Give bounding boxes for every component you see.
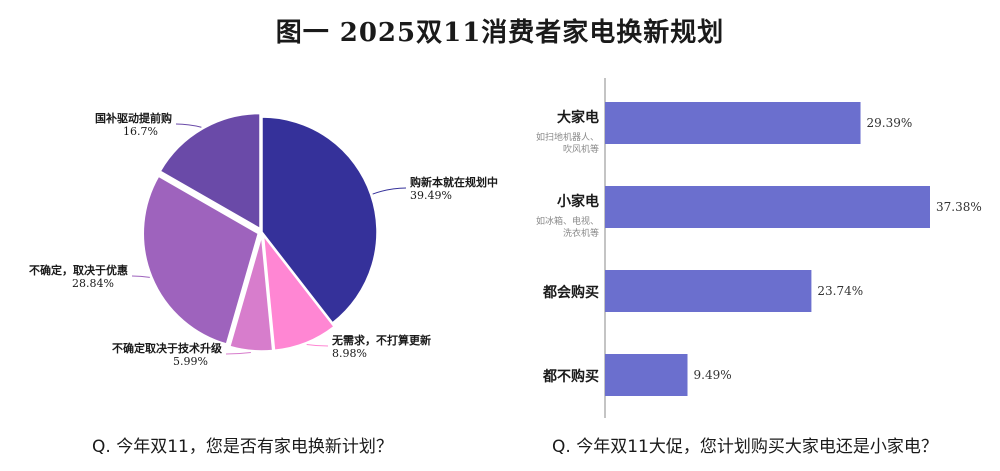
pie-question: Q. 今年双11，您是否有家电换新计划？ [92,437,393,457]
pie-slice-value: 16.7% [123,125,158,138]
pie-leader-line [306,343,329,347]
bar [605,186,930,228]
pie-leader-line [225,351,251,355]
bar-question: Q. 今年双11大促，您计划购买大家电还是小家电？ [552,437,938,457]
bar-value-label: 37.38% [936,200,982,214]
pie-leader-line [372,187,407,195]
pie-slice-label: 不确定取决于技术升级 [112,341,223,355]
category-sublabel: 洗衣机等 [563,227,599,239]
category-label: 都不购买 [542,368,599,385]
pie-slice-label: 国补驱动提前购 [95,111,172,125]
pie-slice-value: 28.84% [72,277,114,290]
category-label: 都会购买 [542,284,599,301]
pie-slice [159,112,261,230]
pie-slice [261,116,378,324]
pie-slice-value: 39.49% [410,189,452,202]
category-sublabel: 如扫地机器人、 [536,131,599,143]
pie-slice-value: 5.99% [173,355,208,368]
bar-value-label: 29.39% [867,116,913,130]
pie-slice [228,235,274,352]
category-label: 大家电 [557,109,599,126]
pie-leader-line [131,275,150,278]
category-sublabel: 如冰箱、电视、 [536,215,599,227]
category-label: 小家电 [557,193,599,210]
pie-slice [142,175,260,345]
page-title: 图一 2025双11消费者家电换新规划 [275,18,725,48]
pie-slice-label: 不确定，取决于优惠 [29,263,128,277]
bar-value-label: 9.49% [694,368,732,382]
bar [605,354,688,396]
pie-slice [262,233,336,352]
pie-slice-label: 无需求，不打算更新 [331,333,431,347]
category-sublabel: 吹风机等 [563,143,599,155]
pie-slice-value: 8.98% [332,347,367,360]
bar [605,270,812,312]
bar-value-label: 23.74% [817,284,863,298]
pie-leader-line [175,123,202,128]
pie-slice-label: 购新本就在规划中 [410,175,498,189]
bar [605,102,861,144]
